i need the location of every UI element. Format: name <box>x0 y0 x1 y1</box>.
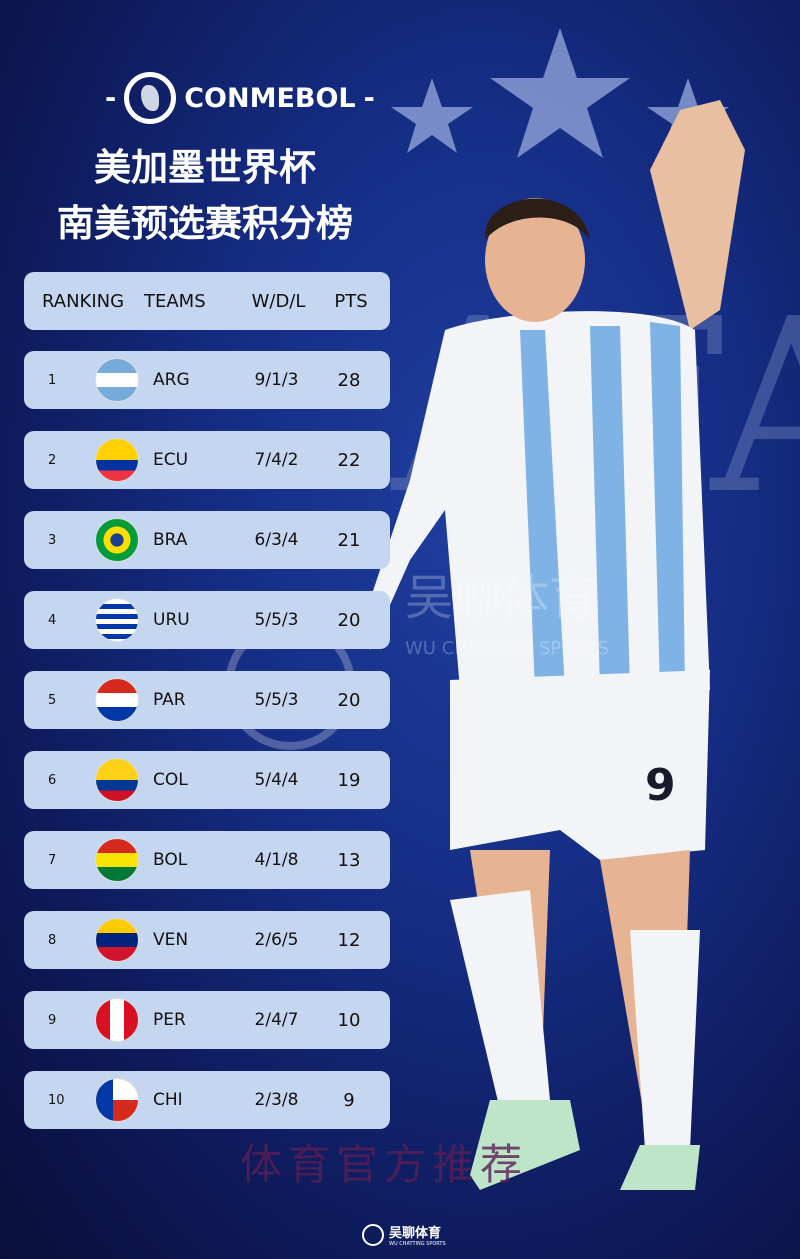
wdl: 7/4/2 <box>254 450 299 470</box>
wdl: 2/6/5 <box>254 930 299 950</box>
wdl: 5/4/4 <box>254 770 299 790</box>
table-row: 6 COL 5/4/4 19 <box>24 751 390 809</box>
team-cell: BOL <box>95 838 234 882</box>
page-title: 美加墨世界杯 南美预选赛积分榜 <box>0 140 410 252</box>
team-code: COL <box>153 770 188 790</box>
rank: 6 <box>48 772 57 788</box>
rank: 4 <box>48 612 57 628</box>
table-row: 5 PAR 5/5/3 20 <box>24 671 390 729</box>
table-row: 1 ARG 9/1/3 28 <box>24 351 390 409</box>
rank: 9 <box>48 1012 57 1028</box>
ecu-flag-icon <box>95 438 139 482</box>
points: 22 <box>337 449 361 471</box>
team-code: BRA <box>153 530 188 550</box>
team-cell: BRA <box>95 518 234 562</box>
player-illustration: 9 <box>360 100 745 1190</box>
points: 13 <box>337 849 361 871</box>
team-cell: CHI <box>95 1078 234 1122</box>
header-pts: PTS <box>334 290 368 312</box>
team-cell: PER <box>95 998 234 1042</box>
watermark-cn: 吴聊体育 <box>405 570 598 626</box>
brand-en: WU CHATTING SPORTS <box>389 1241 446 1247</box>
table-row: 8 VEN 2/6/5 12 <box>24 911 390 969</box>
team-cell: ARG <box>95 358 234 402</box>
team-code: PAR <box>153 690 186 710</box>
points: 9 <box>343 1089 355 1111</box>
title-line-2: 南美预选赛积分榜 <box>57 202 353 245</box>
wdl: 2/4/7 <box>254 1010 299 1030</box>
table-row: 10 CHI 2/3/8 9 <box>24 1071 390 1129</box>
points: 20 <box>337 609 361 631</box>
par-flag-icon <box>95 678 139 722</box>
points: 20 <box>337 689 361 711</box>
conmebol-logo: - CONMEBOL - <box>105 72 375 124</box>
table-row: 7 BOL 4/1/8 13 <box>24 831 390 889</box>
logo-dash: - <box>363 82 375 114</box>
rank: 2 <box>48 452 57 468</box>
logo-text: CONMEBOL <box>184 82 356 114</box>
team-code: CHI <box>153 1090 183 1110</box>
per-flag-icon <box>95 998 139 1042</box>
bol-flag-icon <box>95 838 139 882</box>
rank: 8 <box>48 932 57 948</box>
title-line-1: 美加墨世界杯 <box>94 146 316 189</box>
star-icon <box>490 28 630 158</box>
team-code: VEN <box>153 930 189 950</box>
team-code: ARG <box>153 370 190 390</box>
points: 21 <box>337 529 361 551</box>
conmebol-ball-icon <box>124 72 177 124</box>
rank: 1 <box>48 372 57 388</box>
ven-flag-icon <box>95 918 139 962</box>
rank: 7 <box>48 852 57 868</box>
team-code: BOL <box>153 850 188 870</box>
wdl: 4/1/8 <box>254 850 299 870</box>
rank: 5 <box>48 692 57 708</box>
wdl: 5/5/3 <box>254 690 299 710</box>
points: 28 <box>337 369 361 391</box>
rank: 10 <box>48 1092 65 1108</box>
table-row: 2 ECU 7/4/2 22 <box>24 431 390 489</box>
team-code: URU <box>153 610 190 630</box>
chi-flag-icon <box>95 1078 139 1122</box>
team-cell: URU <box>95 598 234 642</box>
header-teams: TEAMS <box>144 290 206 312</box>
watermark-en: WU CHATTING SPORTS <box>405 638 609 659</box>
brand-cn: 吴聊体育 <box>389 1226 442 1241</box>
team-cell: ECU <box>95 438 234 482</box>
wdl: 2/3/8 <box>254 1090 299 1110</box>
points: 10 <box>337 1009 361 1031</box>
team-cell: COL <box>95 758 234 802</box>
bra-flag-icon <box>95 518 139 562</box>
wdl: 5/5/3 <box>254 610 299 630</box>
header-wdl: W/D/L <box>251 290 306 312</box>
footer-slogan: 体育官方推荐 <box>240 1140 529 1189</box>
wdl: 9/1/3 <box>254 370 299 390</box>
jersey-number: 9 <box>645 760 676 811</box>
team-cell: VEN <box>95 918 234 962</box>
table-header: RANKING TEAMS W/D/L PTS <box>24 272 390 330</box>
footer-brand: 吴聊体育 WU CHATTING SPORTS <box>362 1222 446 1247</box>
brand-logo-icon <box>362 1223 384 1246</box>
logo-dash: - <box>105 82 117 114</box>
table-row: 9 PER 2/4/7 10 <box>24 991 390 1049</box>
team-code: ECU <box>153 450 189 470</box>
team-cell: PAR <box>95 678 234 722</box>
table-row: 4 URU 5/5/3 20 <box>24 591 390 649</box>
arg-flag-icon <box>95 358 139 402</box>
rank: 3 <box>48 532 57 548</box>
header-ranking: RANKING <box>42 290 125 312</box>
uru-flag-icon <box>95 598 139 642</box>
points: 12 <box>337 929 361 951</box>
table-row: 3 BRA 6/3/4 21 <box>24 511 390 569</box>
wdl: 6/3/4 <box>254 530 299 550</box>
star-icon <box>391 78 473 153</box>
points: 19 <box>337 769 361 791</box>
col-flag-icon <box>95 758 139 802</box>
team-code: PER <box>153 1010 186 1030</box>
